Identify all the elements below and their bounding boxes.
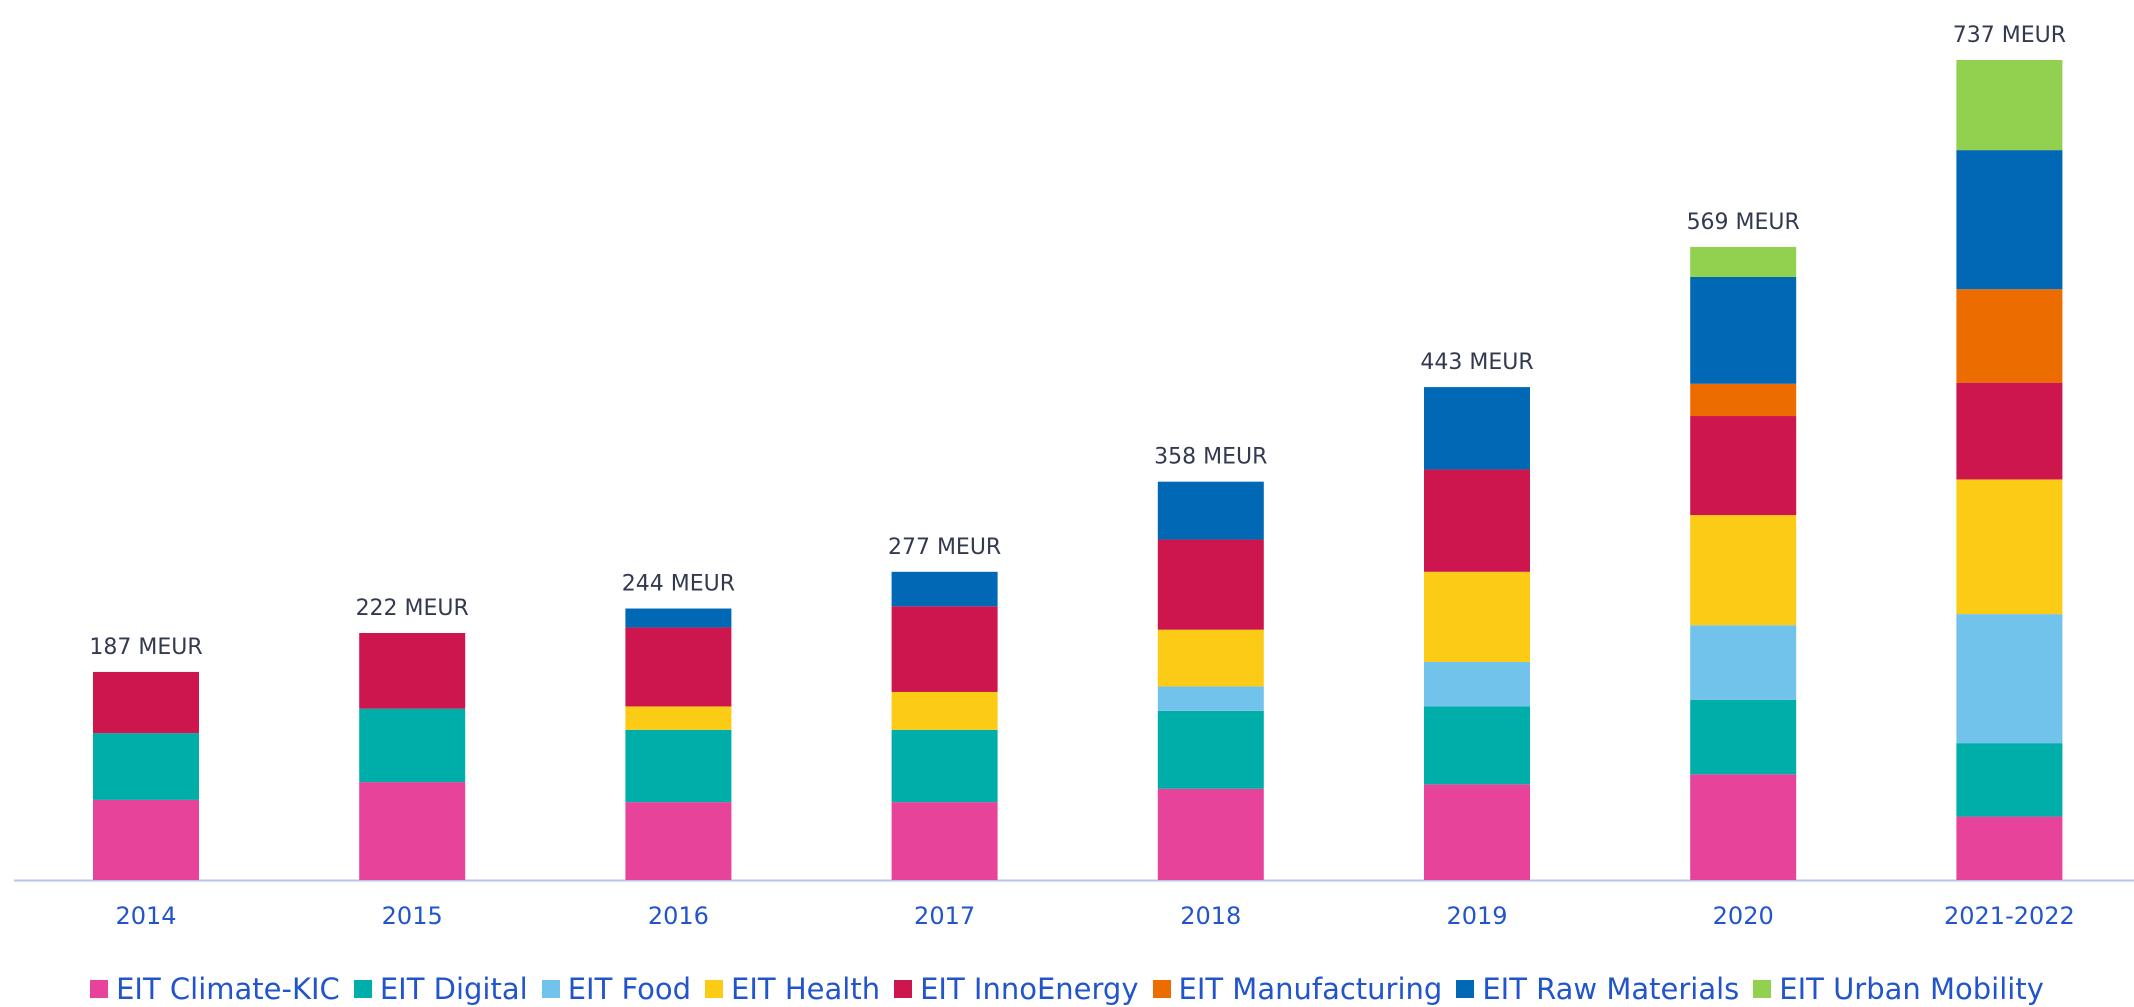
legend-label: EIT Urban Mobility xyxy=(1779,971,2044,1006)
legend-swatch xyxy=(541,979,560,998)
total-label: 358 MEUR xyxy=(1154,445,1267,470)
bar-segment xyxy=(93,733,199,800)
total-label: 737 MEUR xyxy=(1953,23,2066,48)
bar-segment xyxy=(1690,383,1797,417)
bar-segment xyxy=(891,571,998,607)
bar-segment xyxy=(1956,816,2063,880)
legend-item: EIT Urban Mobility xyxy=(1753,972,2044,1006)
bar-segment xyxy=(625,729,732,803)
legend-swatch xyxy=(1152,979,1171,998)
bar-segment xyxy=(1690,246,1797,277)
bar-segment xyxy=(625,706,732,730)
bar-segment xyxy=(1690,515,1797,626)
legend-item: EIT Digital xyxy=(353,971,528,1006)
bar-segment xyxy=(1424,469,1530,572)
chart: 187 MEUR 2014 222 MEUR 2015 244 MEUR 2016 277 … xyxy=(14,23,2134,930)
bar-segment xyxy=(93,799,199,880)
bar-segment xyxy=(1424,784,1530,880)
bar-segment xyxy=(1956,60,2063,151)
bar-segment xyxy=(359,632,466,709)
bar-segment xyxy=(93,671,199,734)
bar-segment xyxy=(1424,661,1530,707)
bar-segment xyxy=(1424,706,1530,785)
legend: EIT Climate-KIC EIT Digital EIT Food EIT He… xyxy=(0,970,2134,1007)
x-tick-label: 2015 xyxy=(382,902,443,930)
bar-segment xyxy=(625,608,732,628)
total-label: 244 MEUR xyxy=(622,572,735,597)
bar-segment xyxy=(1956,743,2063,817)
bar-segment xyxy=(1690,416,1797,516)
legend-item: EIT InnoEnergy xyxy=(894,971,1139,1006)
bar-segment xyxy=(1424,571,1530,662)
bar-segment xyxy=(1690,774,1797,880)
bar-segment xyxy=(1690,625,1797,700)
x-tick-label: 2017 xyxy=(914,902,975,930)
total-label: 443 MEUR xyxy=(1420,350,1533,375)
legend-label: EIT InnoEnergy xyxy=(920,971,1139,1006)
legend-swatch xyxy=(705,979,724,998)
legend-item: EIT Food xyxy=(541,971,692,1006)
x-tick-label: 2021-2022 xyxy=(1944,902,2075,930)
bar-segment xyxy=(1690,276,1797,384)
legend-label: EIT Climate-KIC xyxy=(116,971,340,1006)
x-tick-label: 2020 xyxy=(1713,902,1774,930)
legend-swatch xyxy=(90,979,109,998)
legend-swatch xyxy=(1753,979,1772,998)
bar-segment xyxy=(1956,289,2063,383)
x-tick-label: 2019 xyxy=(1446,902,1507,930)
bar-segment xyxy=(1956,479,2063,615)
bar-segment xyxy=(1956,382,2063,480)
legend-swatch xyxy=(353,979,372,998)
legend-swatch xyxy=(1456,979,1475,998)
legend-item: EIT Manufacturing xyxy=(1152,971,1443,1006)
total-label: 569 MEUR xyxy=(1687,210,1800,235)
legend-item: EIT Health xyxy=(705,972,880,1006)
legend-label: EIT Raw Materials xyxy=(1482,971,1740,1006)
total-label: 187 MEUR xyxy=(89,635,202,660)
bar-segment xyxy=(1956,614,2063,744)
total-label: 277 MEUR xyxy=(888,535,1001,560)
bar-segment xyxy=(1690,699,1797,775)
legend-swatch xyxy=(894,979,913,998)
bar-segment xyxy=(1424,387,1530,470)
legend-label: EIT Manufacturing xyxy=(1178,971,1443,1006)
bar-segment xyxy=(1157,686,1264,711)
bar-segment xyxy=(1157,481,1264,540)
bar-segment xyxy=(1956,150,2063,290)
bar-segment xyxy=(625,627,732,707)
bar-segment xyxy=(1157,710,1264,789)
legend-item: EIT Climate-KIC xyxy=(90,972,340,1006)
x-tick-label: 2016 xyxy=(648,902,709,930)
bar-segment xyxy=(625,802,732,880)
total-label: 222 MEUR xyxy=(356,596,469,621)
bar-segment xyxy=(891,691,998,730)
bar-segment xyxy=(359,782,466,880)
legend-item: EIT Raw Materials xyxy=(1456,972,1739,1006)
legend-label: EIT Food xyxy=(567,971,692,1006)
bar-segment xyxy=(1157,539,1264,630)
x-tick-label: 2014 xyxy=(115,902,176,930)
bar-segment xyxy=(891,729,998,803)
bar-segment xyxy=(1157,629,1264,687)
legend-label: EIT Digital xyxy=(379,971,528,1006)
x-tick-label: 2018 xyxy=(1180,902,1241,930)
bar-segment xyxy=(891,606,998,692)
legend-label: EIT Health xyxy=(731,971,881,1006)
bar-segment xyxy=(359,708,466,783)
bar-segment xyxy=(1157,788,1264,880)
bar-segment xyxy=(891,802,998,880)
